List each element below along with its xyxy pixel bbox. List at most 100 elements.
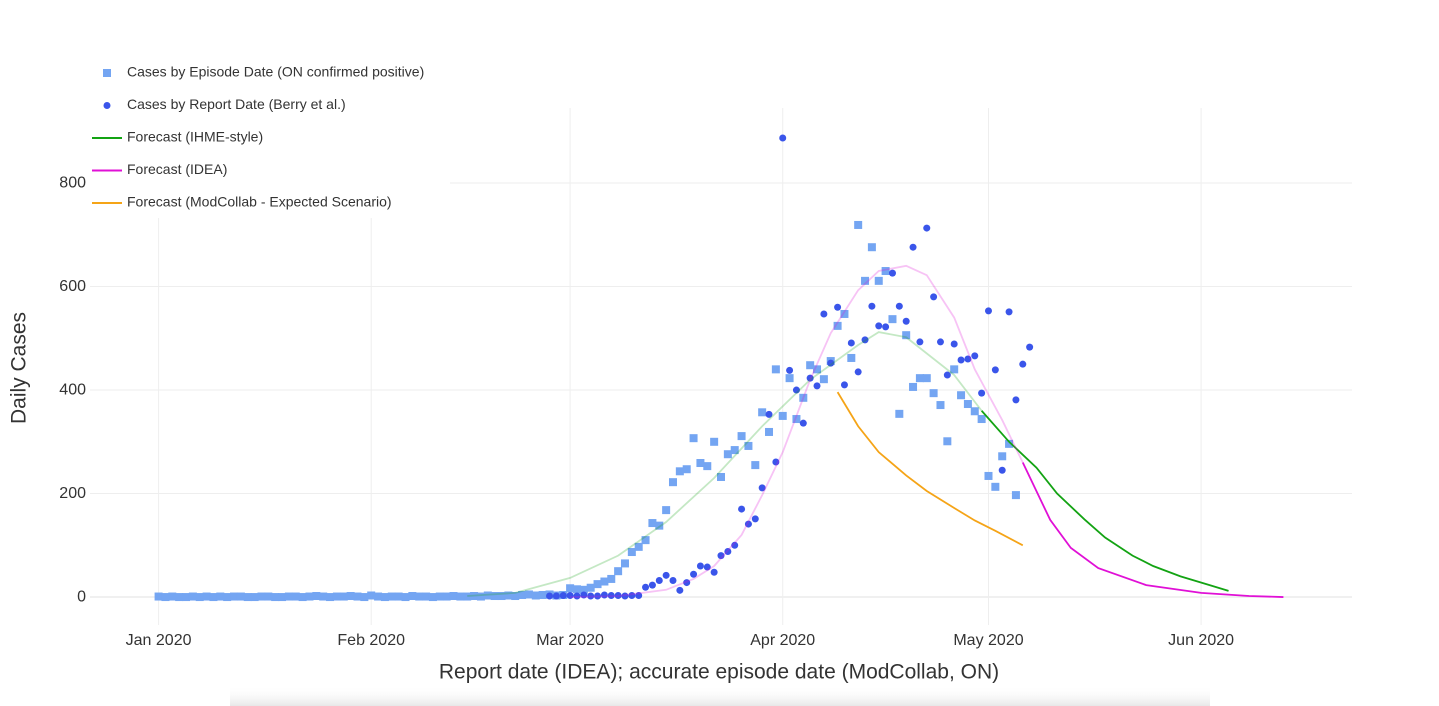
data-point [483,591,492,600]
data-point [594,592,602,600]
data-point [690,570,698,578]
data-point [628,592,636,600]
data-point [717,472,725,481]
data-point [868,302,876,310]
data-point [168,592,177,601]
fit-line [467,331,983,597]
data-point [202,592,211,601]
data-point [971,352,979,360]
data-point [642,583,650,591]
data-point [257,592,266,601]
data-point [963,400,972,409]
data-point [779,134,787,142]
y-tick-label: 800 [59,174,86,191]
data-point [209,593,218,602]
data-point [970,407,979,416]
data-point [888,315,897,324]
data-point [195,593,204,602]
data-point [813,382,821,390]
data-point [854,220,863,229]
data-point [579,585,588,594]
shadow [230,686,1210,706]
data-point [675,467,684,476]
data-point [463,592,472,601]
data-point [738,505,746,513]
data-point [717,552,725,560]
data-point [648,581,656,589]
data-point [991,366,999,374]
data-point [819,375,828,384]
data-point [930,293,938,301]
data-point [415,592,424,601]
x-axis-title: Report date (IDEA); accurate episode dat… [439,661,999,684]
data-point [572,585,581,594]
data-point [264,592,273,601]
data-point [957,356,965,364]
x-tick-label: Feb 2020 [337,632,405,649]
data-point [538,590,547,599]
data-point [730,446,739,455]
data-point [216,592,225,601]
data-point [840,309,849,318]
y-tick-label: 400 [59,381,86,398]
data-point [435,592,444,601]
data-point [668,478,677,487]
data-point [737,432,746,441]
data-point [600,577,609,586]
data-point [188,592,197,601]
data-point [710,568,718,576]
data-point [607,592,615,600]
data-point [978,389,986,397]
data-point [950,340,958,348]
data-point [833,321,842,330]
data-point [298,593,307,602]
data-point [751,515,759,523]
data-point [621,592,629,600]
data-point [847,353,856,362]
data-point [902,317,910,325]
data-point [401,593,410,602]
data-point [449,592,458,601]
data-point [902,331,911,340]
data-point [456,592,465,601]
data-point [476,592,485,601]
data-point [834,303,842,311]
data-point [374,592,383,601]
data-point [758,408,767,417]
data-point [922,374,931,383]
data-point [182,593,191,602]
data-point [614,567,623,576]
legend-label: Forecast (IHME-style) [127,129,263,145]
data-point [648,519,657,528]
data-point [943,371,951,379]
data-point [909,243,917,251]
data-point [758,484,766,492]
data-point [566,592,574,600]
data-point [929,389,938,398]
data-point [696,562,704,570]
data-point [799,393,808,402]
data-point [669,576,677,584]
data-point [861,336,869,344]
data-point [587,592,595,600]
data-point [751,461,760,470]
data-point [271,593,280,602]
data-point [731,541,739,549]
data-point [223,593,232,602]
data-point [1005,439,1014,448]
data-point [634,542,643,551]
data-point [923,224,931,232]
data-point [546,592,554,600]
data-point [998,452,1007,461]
data-point [305,592,314,601]
y-tick-label: 200 [59,485,86,502]
data-point [916,338,924,346]
legend-label: Cases by Report Date (Berry et al.) [127,96,346,112]
data-point [1005,308,1013,316]
data-point [964,355,972,363]
data-point [236,592,245,601]
data-point [161,593,170,602]
legend-swatch [103,69,111,77]
x-tick-label: Jan 2020 [126,632,192,649]
data-point [943,437,952,446]
